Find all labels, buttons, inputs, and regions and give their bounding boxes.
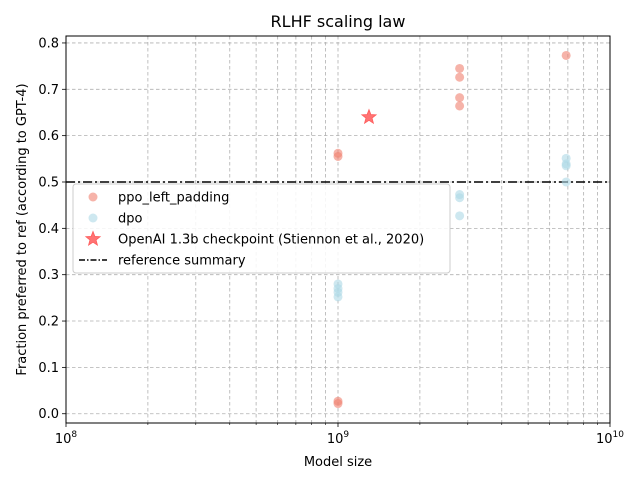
dpo-point [561, 161, 571, 171]
legend-label: OpenAI 1.3b checkpoint (Stiennon et al.,… [118, 233, 424, 248]
legend-label: ppo_left_padding [118, 191, 229, 206]
x-tick-exponent: 9 [343, 430, 349, 440]
chart-title: RLHF scaling law [271, 12, 406, 31]
y-tick-label: 0.7 [38, 83, 59, 98]
legend-circle-marker [88, 213, 98, 223]
y-tick-label: 0.8 [38, 36, 59, 51]
ppo_left_padding-point [455, 63, 465, 73]
legend-label: reference summary [118, 254, 246, 269]
y-tick-label: 0.4 [38, 222, 59, 237]
dpo-point [455, 211, 465, 221]
y-tick-label: 0.1 [38, 361, 59, 376]
dpo-point [561, 177, 571, 187]
ppo_left_padding-point [333, 152, 343, 162]
y-tick-label: 0.6 [38, 129, 59, 144]
ppo_left_padding-point [561, 50, 571, 60]
y-tick-label: 0.5 [38, 175, 59, 190]
ppo_left_padding-point [455, 101, 465, 111]
legend-box [72, 183, 451, 274]
dpo-point [455, 193, 465, 203]
y-tick-label: 0.0 [38, 407, 59, 422]
y-axis-title: Fraction preferred to ref (according to … [15, 83, 30, 375]
dpo-point [333, 292, 343, 302]
data-points [333, 50, 571, 409]
star-point [360, 108, 378, 125]
legend-star-marker [84, 230, 102, 246]
y-tick-label: 0.2 [38, 315, 59, 330]
legend-label: dpo [118, 212, 143, 227]
x-axis-title: Model size [304, 455, 372, 470]
y-tick-label: 0.3 [38, 268, 59, 283]
ppo_left_padding-point [455, 93, 465, 103]
legend-circle-marker [88, 192, 98, 202]
ppo_left_padding-point [333, 399, 343, 409]
x-tick-exponent: 10 [613, 430, 625, 440]
ppo_left_padding-point [455, 72, 465, 82]
x-tick-exponent: 8 [71, 430, 77, 440]
